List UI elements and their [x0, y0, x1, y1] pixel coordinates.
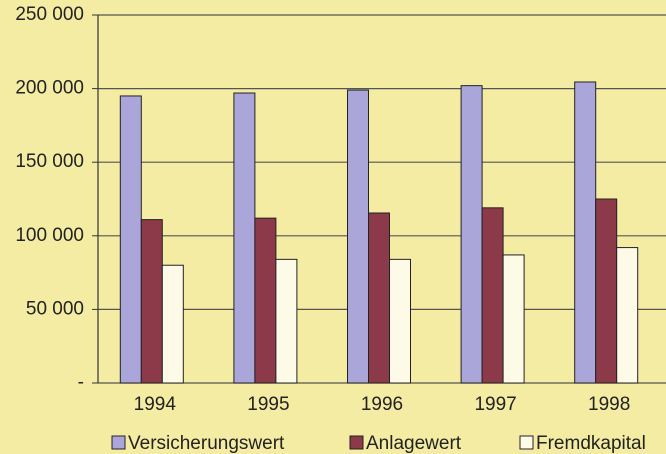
bar — [254, 217, 277, 384]
x-tick-label: 1995 — [247, 394, 289, 415]
bar — [233, 92, 256, 384]
x-tick-label: 1994 — [134, 394, 177, 415]
x-tick-label: 1997 — [474, 394, 516, 415]
y-tick-label: 200 000 — [15, 78, 84, 99]
bar — [119, 95, 142, 384]
legend-label: Anlagewert — [366, 433, 462, 454]
bar — [502, 254, 525, 384]
bar — [275, 258, 298, 384]
x-tick-label: 1998 — [588, 394, 630, 415]
y-tick-label: 100 000 — [15, 225, 84, 246]
bar — [347, 89, 369, 384]
bar — [574, 81, 597, 384]
legend-label: Fremdkapital — [536, 433, 646, 454]
bar — [161, 264, 184, 384]
x-tick-label: 1996 — [361, 394, 403, 415]
y-tick-label: 50 000 — [26, 298, 84, 319]
bar — [460, 85, 483, 384]
bar — [389, 258, 411, 384]
y-tick-label: 150 000 — [15, 151, 84, 172]
bar — [481, 207, 504, 384]
y-tick-label: - — [78, 372, 84, 393]
legend-label: Versicherungswert — [128, 433, 285, 454]
y-tick-label: 250 000 — [15, 4, 84, 25]
legend-swatch — [519, 435, 534, 450]
legend-swatch — [111, 435, 126, 450]
bar — [140, 219, 163, 384]
bar — [368, 212, 390, 384]
legend-swatch — [349, 435, 364, 450]
bar — [595, 198, 618, 384]
bar — [616, 247, 639, 384]
